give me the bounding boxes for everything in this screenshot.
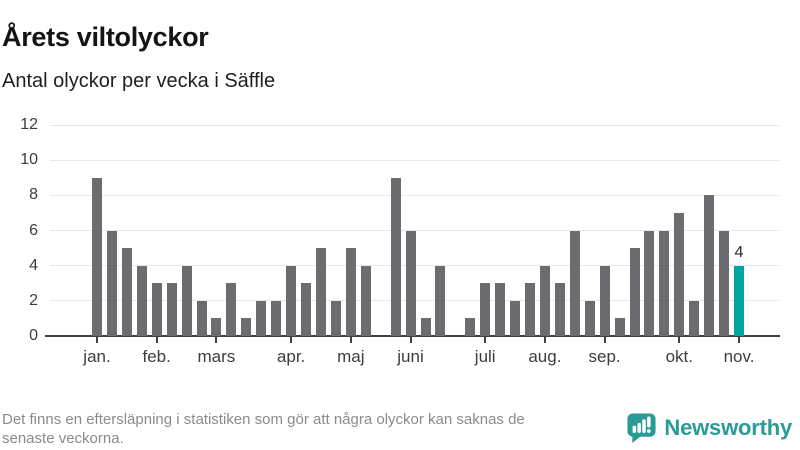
- bar-week-3: [121, 248, 132, 336]
- x-axis-tick-mars: [215, 337, 218, 343]
- bar-week-7: [181, 265, 192, 336]
- newsworthy-chart-bubble-icon: [626, 412, 657, 444]
- bar-week-29: [510, 300, 520, 336]
- x-axis-tick-sep: [603, 337, 606, 343]
- bar-week-5: [151, 283, 162, 336]
- y-axis-label-8: 8: [29, 186, 38, 204]
- y-axis-label-10: 10: [20, 151, 38, 169]
- x-axis-tick-nov: [738, 337, 740, 343]
- bar-week-28: [495, 283, 506, 336]
- bar-week-9: [211, 318, 222, 336]
- y-axis-label-12: 12: [20, 116, 38, 133]
- bar-week-39: [659, 230, 670, 336]
- bar-week-31: [539, 265, 550, 336]
- bar-week-10: [226, 283, 237, 336]
- bar-week-32: [554, 283, 565, 336]
- bar-week-41: [689, 300, 700, 336]
- bar-week-27: [480, 283, 491, 336]
- bar-week-19: [360, 265, 371, 336]
- gridline-y-8: [50, 194, 779, 196]
- bar-week-37: [629, 248, 640, 336]
- x-axis-tick-juni: [409, 337, 412, 343]
- bar-week-23: [420, 318, 431, 336]
- bar-week-6: [166, 283, 177, 336]
- bar-week-15: [301, 283, 311, 336]
- bar-week-42: [704, 195, 715, 336]
- chart-subtitle: Antal olyckor per vecka i Säffle: [2, 70, 276, 92]
- x-axis-tick-aug: [543, 337, 546, 343]
- bar-week-22: [405, 230, 416, 336]
- y-axis-label-6: 6: [29, 221, 38, 239]
- bar-week-30: [525, 283, 535, 336]
- x-axis-label-okt: okt.: [665, 347, 693, 366]
- highlighted-bar-week-44: [734, 265, 744, 336]
- bar-week-12: [256, 300, 267, 336]
- bar-week-11: [241, 318, 252, 336]
- x-axis-label-aug: aug.: [528, 347, 562, 366]
- x-axis-label-mars: mars: [197, 347, 236, 366]
- x-axis-tick-feb: [155, 337, 158, 343]
- x-axis-label-maj: maj: [337, 347, 365, 366]
- bar-chart: 0 2 4 6 8 10 12 4 jan. feb. mars apr. maj juni juli aug…: [20, 116, 780, 366]
- highlight-value-label: 4: [734, 243, 744, 261]
- x-axis-label-apr: apr.: [276, 347, 306, 366]
- x-axis-tick-apr: [290, 337, 293, 343]
- bar-week-14: [286, 265, 297, 336]
- y-axis-label-0: 0: [29, 327, 38, 344]
- x-axis-tick-juli: [484, 337, 487, 343]
- bar-week-26: [465, 318, 476, 336]
- y-axis-label-4: 4: [29, 256, 38, 274]
- page-title: Årets viltolyckor: [2, 22, 209, 53]
- bar-week-17: [330, 300, 341, 336]
- x-axis-tick-jan: [96, 337, 98, 343]
- footnote-line-2: senaste veckorna.: [2, 430, 124, 447]
- x-axis-label-jan: jan.: [83, 347, 111, 366]
- bar-week-34: [584, 300, 595, 336]
- footnote: Det finns en eftersläpning i statistiken…: [2, 410, 525, 448]
- x-axis-label-feb: feb.: [142, 347, 171, 366]
- bar-week-33: [569, 230, 580, 336]
- newsworthy-logo[interactable]: Newsworthy: [626, 411, 792, 445]
- bar-week-1: [92, 177, 102, 336]
- x-axis-tick-maj: [349, 337, 352, 343]
- footnote-line-1: Det finns en eftersläpning i statistiken…: [2, 411, 525, 428]
- newsworthy-wordmark: Newsworthy: [664, 415, 792, 440]
- bar-week-38: [644, 230, 655, 336]
- bar-week-21: [390, 177, 401, 336]
- bar-week-4: [136, 265, 147, 336]
- bar-week-24: [435, 265, 446, 336]
- bar-week-16: [315, 248, 326, 336]
- bar-week-36: [614, 318, 625, 336]
- bar-week-43: [719, 230, 730, 336]
- bar-week-2: [106, 230, 117, 336]
- bar-week-8: [196, 300, 207, 336]
- bar-week-13: [271, 300, 282, 336]
- bar-week-35: [599, 265, 610, 336]
- gridline-y-12: [50, 124, 779, 126]
- x-axis-line: [45, 335, 780, 337]
- gridline-y-10: [50, 159, 779, 161]
- y-axis-label-2: 2: [29, 291, 38, 309]
- x-axis-label-juli: juli: [474, 347, 496, 366]
- x-axis-label-nov: nov.: [723, 347, 755, 366]
- x-axis-label-sep: sep.: [588, 347, 621, 366]
- bar-week-40: [674, 212, 685, 336]
- x-axis-label-juni: juni: [397, 347, 424, 366]
- bar-week-18: [345, 248, 356, 336]
- x-axis-tick-okt: [678, 337, 681, 343]
